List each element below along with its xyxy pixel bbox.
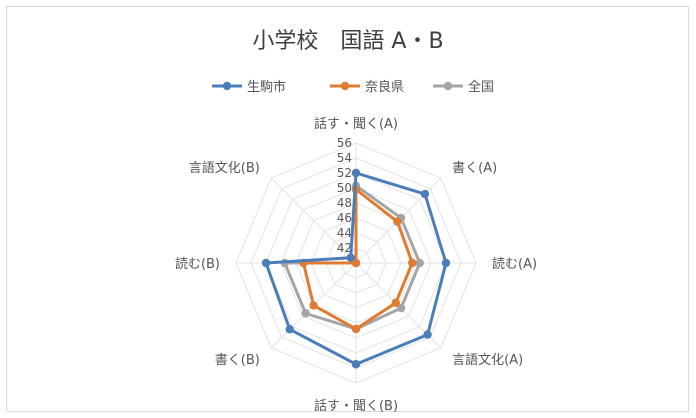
series-point: [441, 258, 451, 268]
tick-label: 42: [337, 241, 352, 255]
legend-label: 奈良県: [365, 79, 404, 95]
series-point: [351, 258, 361, 268]
series-point: [408, 258, 417, 268]
series-point: [351, 324, 361, 334]
legend-marker: [222, 81, 232, 91]
tick-label: 44: [337, 226, 352, 240]
legend-label: 全国: [468, 79, 494, 95]
axis-label: 話す・聞く(B): [314, 398, 398, 414]
series-point: [351, 360, 361, 369]
series-point: [285, 325, 294, 334]
axis-label: 読む(A): [492, 256, 537, 272]
grid-spoke: [270, 177, 357, 264]
series-point: [391, 298, 400, 307]
series-point: [351, 168, 361, 178]
axis-label: 読む(B): [175, 256, 220, 272]
series-point: [301, 309, 310, 318]
series-point: [261, 258, 271, 268]
series-point: [423, 330, 432, 339]
series-point: [396, 303, 406, 313]
legend: 生駒市 奈良県 全国: [212, 79, 494, 95]
tick-label: 54: [337, 151, 352, 165]
axis-label: 書く(B): [215, 353, 260, 368]
series-point: [346, 253, 355, 262]
legend-marker: [443, 81, 453, 91]
axis-label: 書く(A): [452, 161, 497, 176]
tick-label: 56: [337, 136, 352, 150]
legend-label: 生駒市: [247, 79, 286, 95]
tick-label: 46: [337, 211, 352, 225]
chart-area: [6, 6, 689, 412]
chart-title: 小学校 国語 A・B: [252, 29, 443, 54]
tick-label: 50: [337, 181, 352, 195]
series-point: [309, 301, 318, 310]
series-group: [261, 168, 451, 369]
tick-label: 48: [337, 196, 352, 210]
axis-labels: 話す・聞く(A) 書く(A) 読む(A) 言語文化(A) 話す・聞く(B) 書く(B) 読む…: [175, 116, 537, 414]
axis-label: 話す・聞く(A): [314, 116, 398, 132]
tick-label: 52: [337, 166, 352, 180]
series-point: [420, 189, 430, 199]
series-point: [415, 258, 424, 268]
axis-label: 言語文化(A): [452, 352, 523, 368]
axis-label: 言語文化(B): [189, 160, 260, 176]
legend-marker: [340, 81, 350, 91]
series-point: [393, 217, 402, 226]
